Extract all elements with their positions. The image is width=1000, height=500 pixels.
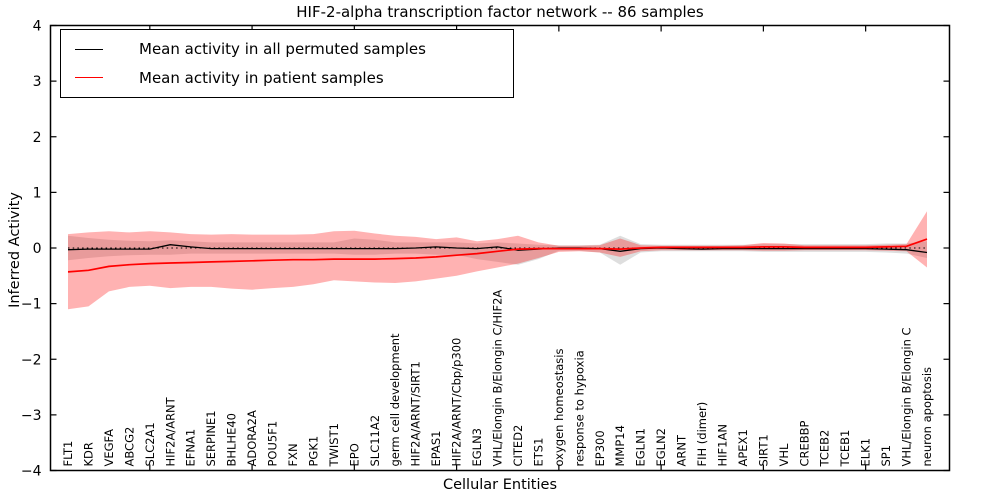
x-tick-label: HIF2A/ARNT/Cbp/p300: [450, 338, 464, 467]
x-tick-label: CREBBP: [797, 420, 811, 466]
chart-title: HIF-2-alpha transcription factor network…: [296, 3, 704, 21]
x-tick-label: TCEB1: [838, 430, 852, 468]
x-tick-label: EGLN1: [634, 428, 648, 467]
y-tick-label: 4: [33, 19, 42, 35]
x-tick-label: VHL/Elongin B/Elongin C/HIF2A: [491, 290, 505, 467]
y-tick-label: 0: [33, 241, 42, 257]
y-axis-label: Inferred Activity: [7, 192, 23, 308]
x-tick-label: HIF2A/ARNT: [163, 396, 177, 466]
x-tick-label: VEGFA: [102, 429, 116, 467]
x-tick-label: SLC11A2: [368, 415, 382, 467]
x-tick-label: KDR: [81, 442, 95, 466]
y-tick-label: −1: [21, 297, 42, 313]
x-tick-label: EP300: [593, 430, 607, 466]
x-tick-label: TCEB2: [818, 430, 832, 468]
x-tick-label: HIF1AN: [715, 424, 729, 466]
legend: Mean activity in all permuted samples Me…: [60, 29, 514, 98]
x-tick-label: EPAS1: [429, 431, 443, 467]
x-tick-label: neuron apoptosis: [920, 367, 934, 467]
patient-line-swatch: [75, 77, 103, 79]
x-tick-label: SLC2A1: [143, 422, 157, 466]
x-tick-label: BHLHE40: [225, 413, 239, 467]
x-tick-label: EGLN3: [470, 428, 484, 467]
y-tick-label: −3: [21, 408, 42, 424]
x-tick-label: ARNT: [675, 434, 689, 466]
x-tick-label: SERPINE1: [204, 410, 218, 466]
x-tick-label: response to hypoxia: [572, 350, 586, 466]
x-tick-label: oxygen homeostasis: [552, 349, 566, 467]
x-tick-label: CITED2: [511, 425, 525, 467]
x-tick-label: TWIST1: [327, 423, 341, 467]
x-tick-label: SIRT1: [756, 434, 770, 466]
y-tick-label: 2: [33, 130, 42, 146]
x-tick-label: APEX1: [736, 429, 750, 466]
x-tick-label: FXN: [286, 443, 300, 466]
x-tick-label: FLT1: [61, 441, 75, 467]
patient-mean-line: [67, 238, 928, 273]
legend-label-patient: Mean activity in patient samples: [139, 68, 384, 87]
x-tick-label: MMP14: [613, 425, 627, 466]
x-tick-label: ELK1: [859, 438, 873, 467]
x-tick-label: EGLN2: [654, 428, 668, 467]
x-tick-label: ETS1: [531, 438, 545, 467]
y-tick-label: −2: [21, 352, 42, 368]
x-tick-label: VHL: [777, 443, 791, 467]
patient-confidence-band: [68, 211, 927, 310]
x-axis-label: Cellular Entities: [442, 477, 558, 493]
y-tick-label: −4: [21, 464, 42, 480]
permuted-mean-line: [67, 244, 928, 254]
legend-item-patient: Mean activity in patient samples: [75, 69, 513, 87]
x-tick-label: SP1: [879, 445, 893, 467]
x-tick-label: germ cell development: [388, 333, 402, 467]
permuted-line-swatch: [75, 48, 103, 50]
y-tick-label: 1: [33, 185, 42, 201]
legend-item-permuted: Mean activity in all permuted samples: [75, 40, 513, 58]
permuted-confidence-band: [68, 235, 927, 265]
x-tick-label: ADORA2A: [245, 410, 259, 466]
x-tick-label: EFNA1: [184, 429, 198, 467]
x-tick-label: PGK1: [306, 436, 320, 467]
x-tick-label: EPO: [347, 443, 361, 466]
x-tick-label: FIH (dimer): [695, 402, 709, 467]
x-tick-label: HIF2A/ARNT/SIRT1: [409, 361, 423, 466]
x-tick-label: POU5F1: [266, 421, 280, 467]
x-tick-label: VHL/Elongin B/Elongin C: [900, 327, 914, 466]
y-tick-label: 3: [33, 74, 42, 90]
legend-label-permuted: Mean activity in all permuted samples: [139, 40, 426, 59]
x-tick-label: ABCG2: [122, 427, 136, 467]
